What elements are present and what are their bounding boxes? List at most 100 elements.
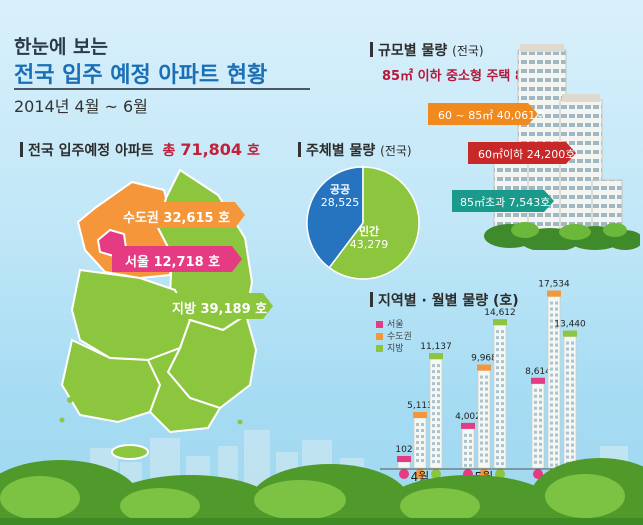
bar-window bbox=[464, 439, 467, 443]
bar-window bbox=[501, 348, 504, 352]
bar-window bbox=[539, 430, 542, 434]
bar-window bbox=[571, 455, 574, 459]
bar-window bbox=[534, 412, 537, 416]
bar-window bbox=[501, 432, 504, 436]
bar-window bbox=[496, 354, 499, 358]
bar-window bbox=[496, 420, 499, 424]
size-pill-small-label: 60㎡이하 24,200호 bbox=[478, 148, 576, 161]
bar-window bbox=[571, 443, 574, 447]
bar-window bbox=[534, 436, 537, 440]
bar-window bbox=[555, 463, 558, 467]
bar-window bbox=[432, 442, 435, 446]
bar-window bbox=[566, 401, 569, 405]
foreground-trees bbox=[0, 458, 643, 525]
bar-window bbox=[416, 453, 419, 457]
bar-window bbox=[480, 423, 483, 427]
bar-window bbox=[501, 402, 504, 406]
bar-window bbox=[464, 433, 467, 437]
bar-window bbox=[534, 454, 537, 458]
bar-roof bbox=[477, 364, 491, 371]
bar-value-label: 17,534 bbox=[538, 280, 570, 290]
bar-window bbox=[421, 453, 424, 457]
bar-roof bbox=[413, 412, 427, 419]
title-divider bbox=[14, 88, 310, 90]
bar-window bbox=[437, 442, 440, 446]
bar-window bbox=[437, 382, 440, 386]
bar-window bbox=[539, 418, 542, 422]
bar-window bbox=[555, 445, 558, 449]
legend-local: 지방 bbox=[376, 341, 404, 354]
bar-window bbox=[550, 403, 553, 407]
bar-window bbox=[566, 437, 569, 441]
bar-window bbox=[534, 442, 537, 446]
bar-window bbox=[432, 436, 435, 440]
bar-window bbox=[566, 377, 569, 381]
bar-window bbox=[550, 319, 553, 323]
bar-window bbox=[480, 441, 483, 445]
bar-value-label: 11,137 bbox=[420, 342, 452, 352]
bar-window bbox=[432, 388, 435, 392]
bar-window bbox=[501, 420, 504, 424]
bar-window bbox=[566, 407, 569, 411]
bar-window bbox=[555, 415, 558, 419]
bar-window bbox=[437, 406, 440, 410]
bar-window bbox=[480, 405, 483, 409]
bar-window bbox=[555, 337, 558, 341]
bar-window bbox=[421, 459, 424, 463]
bar-window bbox=[534, 424, 537, 428]
bar-window bbox=[432, 424, 435, 428]
bar-window bbox=[485, 417, 488, 421]
bar-window bbox=[496, 360, 499, 364]
bar-window bbox=[416, 441, 419, 445]
bar-window bbox=[437, 418, 440, 422]
ownership-title: 주체별 물량 bbox=[306, 143, 376, 159]
bar-window bbox=[485, 429, 488, 433]
bar-window bbox=[416, 447, 419, 451]
bar-window bbox=[480, 393, 483, 397]
bar-window bbox=[550, 331, 553, 335]
bar-window bbox=[555, 433, 558, 437]
bar-window bbox=[432, 412, 435, 416]
bar-window bbox=[571, 431, 574, 435]
bar-window bbox=[496, 456, 499, 460]
bar-window bbox=[550, 361, 553, 365]
bar-window bbox=[539, 406, 542, 410]
bar-window bbox=[550, 301, 553, 305]
bar-window bbox=[550, 439, 553, 443]
public-name: 공공 bbox=[329, 183, 351, 196]
bar-window bbox=[501, 330, 504, 334]
bar-서울 bbox=[531, 383, 545, 469]
total-value: 71,804 bbox=[180, 140, 243, 159]
bar-window bbox=[501, 444, 504, 448]
bar-roof bbox=[493, 319, 507, 326]
bar-window bbox=[571, 395, 574, 399]
bar-window bbox=[550, 367, 553, 371]
bar-window bbox=[496, 438, 499, 442]
bar-window bbox=[501, 396, 504, 400]
private-name: 민간 bbox=[358, 225, 380, 238]
bar-base-dot bbox=[533, 469, 543, 479]
bar-window bbox=[555, 385, 558, 389]
bar-window bbox=[539, 424, 542, 428]
bar-window bbox=[550, 409, 553, 413]
bar-window bbox=[469, 457, 472, 461]
bar-window bbox=[432, 370, 435, 374]
bar-window bbox=[534, 430, 537, 434]
bar-window bbox=[464, 445, 467, 449]
bar-base-dot bbox=[415, 469, 425, 479]
bar-window bbox=[485, 447, 488, 451]
bar-window bbox=[550, 379, 553, 383]
region-chart-header: 지역별 · 월별 물량 (호) bbox=[370, 290, 519, 310]
bar-window bbox=[571, 383, 574, 387]
size-pill-large-bg bbox=[452, 190, 554, 212]
bar-window bbox=[416, 435, 419, 439]
size-pill-large-label: 85㎡초과 7,543호 bbox=[460, 196, 551, 209]
bar-roof bbox=[397, 456, 411, 462]
bar-window bbox=[469, 451, 472, 455]
bar-window bbox=[534, 388, 537, 392]
bar-window bbox=[555, 457, 558, 461]
bar-window bbox=[555, 427, 558, 431]
bar-window bbox=[421, 441, 424, 445]
pie-slice-public bbox=[306, 166, 364, 269]
